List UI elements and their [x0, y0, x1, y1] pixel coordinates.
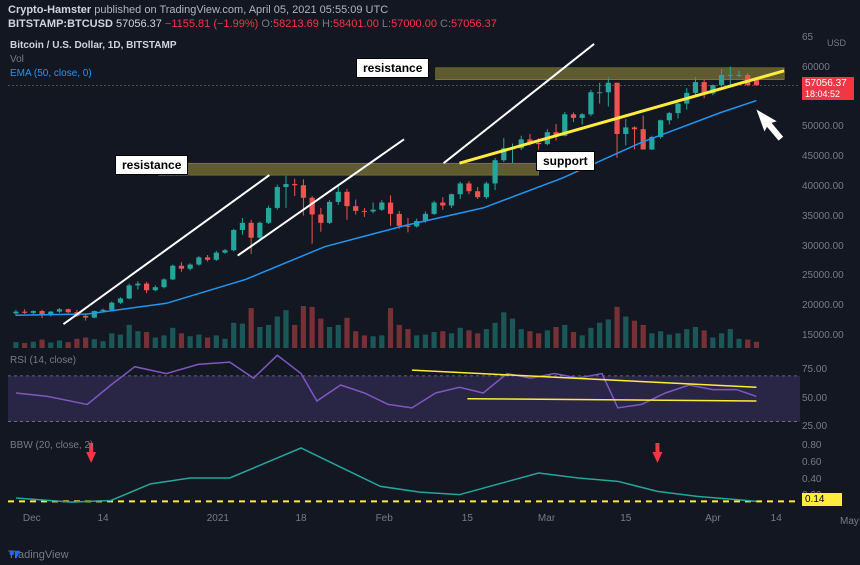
usd-label: USD	[827, 38, 846, 48]
main-price-panel[interactable]: Bitcoin / U.S. Dollar, 1D, BITSTAMP Vol …	[8, 38, 800, 348]
y-axis-rsi: 75.0050.0025.00	[802, 353, 857, 433]
publish-line: Crypto-Hamster published on TradingView.…	[8, 4, 852, 16]
tradingview-icon	[8, 549, 22, 563]
change: −1155.81 (−1.99%)	[165, 18, 258, 30]
y-axis-bbw: 0.800.600.400.200.14	[802, 438, 857, 513]
bbw-hline-tag: 0.14	[802, 493, 842, 506]
rsi-label: RSI (14, close)	[10, 355, 76, 366]
bbw-chart-svg	[8, 438, 800, 513]
ema-label: EMA (50, close, 0)	[10, 68, 92, 79]
annotation-resistance-1: resistance	[115, 155, 188, 175]
chart-area[interactable]: Bitcoin / U.S. Dollar, 1D, BITSTAMP Vol …	[8, 38, 800, 528]
chart-header: Crypto-Hamster published on TradingView.…	[0, 0, 860, 34]
bbw-panel[interactable]: BBW (20, close, 2)	[8, 438, 800, 513]
author-name: Crypto-Hamster	[8, 4, 91, 16]
symbol: BITSTAMP:BTCUSD	[8, 18, 113, 30]
footer-brand[interactable]: TradingView	[8, 549, 69, 561]
y-axis-main: USD 656000055000.0050000.0045000.0040000…	[802, 38, 857, 348]
annotation-support: support	[536, 151, 595, 171]
x-axis: Dec14202118Feb15Mar15Apr14	[8, 513, 800, 533]
main-chart-svg	[8, 38, 800, 348]
quote-line: BITSTAMP:BTCUSD 57056.37 −1155.81 (−1.99…	[8, 18, 852, 30]
main-title: Bitcoin / U.S. Dollar, 1D, BITSTAMP	[10, 40, 177, 51]
vol-label: Vol	[10, 54, 24, 65]
rsi-chart-svg	[8, 353, 800, 433]
price-tag: 57056.3718:04:52	[802, 77, 854, 100]
xaxis-rightmost: May	[840, 516, 859, 527]
annotation-resistance-2: resistance	[356, 58, 429, 78]
rsi-panel[interactable]: RSI (14, close)	[8, 353, 800, 433]
bbw-label: BBW (20, close, 2)	[10, 440, 93, 451]
